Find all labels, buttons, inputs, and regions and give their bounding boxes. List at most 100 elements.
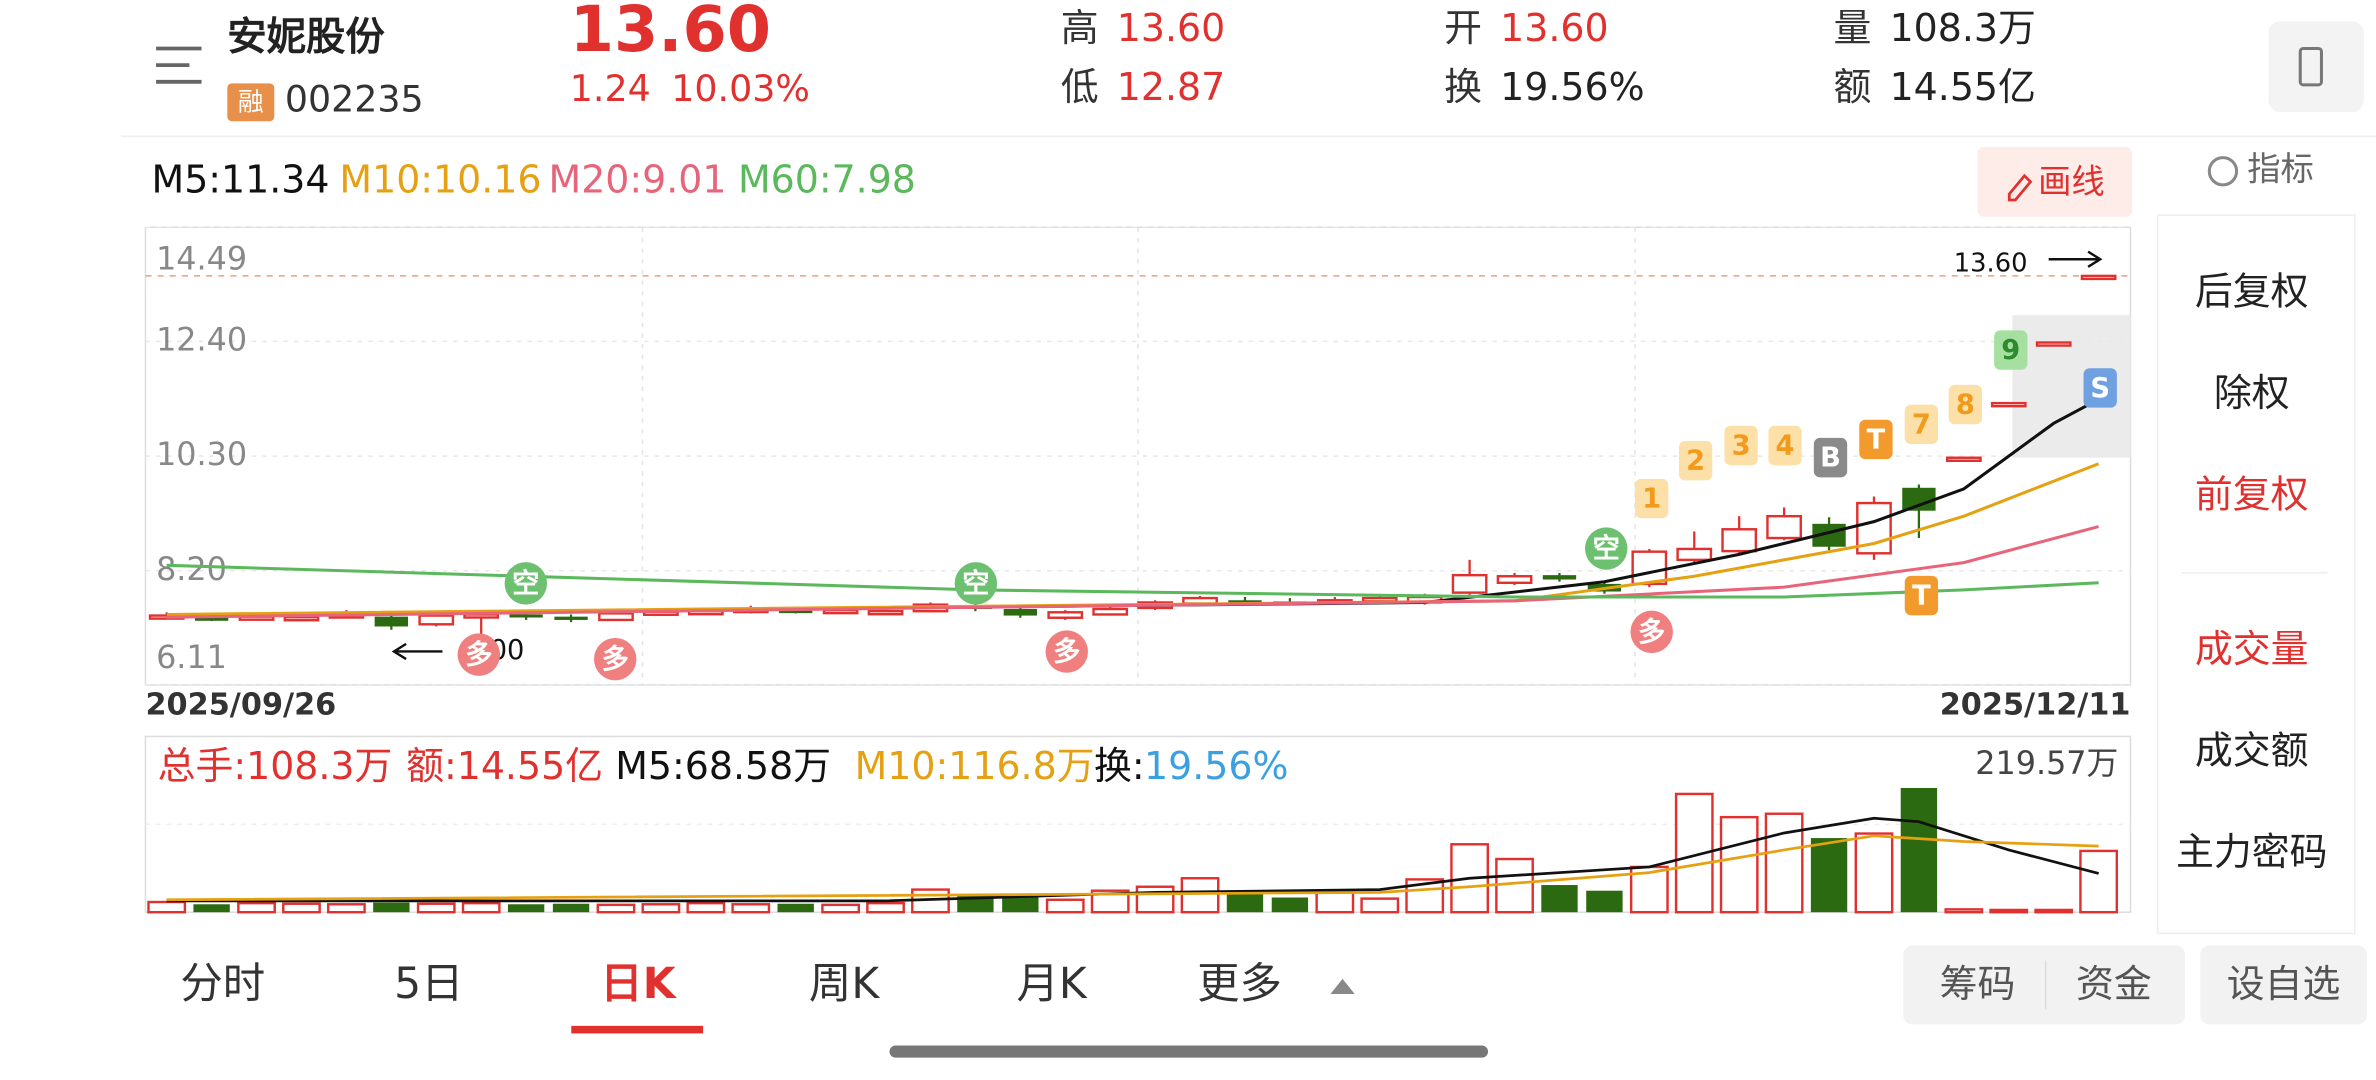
candle-body xyxy=(1092,607,1129,616)
volume-bar xyxy=(1090,889,1130,914)
volume-bar xyxy=(731,903,771,914)
stock-code: 002235 xyxy=(285,78,424,121)
volume-bar xyxy=(596,903,636,914)
volume-bar xyxy=(1810,838,1848,913)
side-menu-item[interactable]: 后复权 xyxy=(2195,269,2309,313)
phone-button[interactable] xyxy=(2268,21,2364,113)
side-menu-item[interactable]: 除权 xyxy=(2214,371,2290,415)
signal-label: 多 xyxy=(602,644,629,675)
side-menu-item[interactable]: 前复权 xyxy=(2195,473,2309,517)
signal-label: S xyxy=(2090,373,2110,404)
volume-bar xyxy=(193,904,230,913)
tab[interactable]: 更多 xyxy=(1197,960,1282,1009)
tab[interactable]: 5日 xyxy=(394,960,463,1009)
watchlist-button[interactable] xyxy=(2200,945,2367,1025)
candle-body xyxy=(1003,609,1038,616)
candle-body xyxy=(1766,514,1802,540)
volume-bar xyxy=(2034,908,2074,914)
signal-label: 2 xyxy=(1686,446,1705,477)
badge-text: 融 xyxy=(238,88,264,118)
more-arrow xyxy=(1330,978,1355,995)
ma-line xyxy=(166,563,2099,599)
stat-label: 换 xyxy=(1444,65,1482,109)
side-menu-item[interactable]: 成交量 xyxy=(2195,627,2309,671)
y-tick-label: 14.49 xyxy=(156,240,247,278)
volume-legend: 总手:108.3万 xyxy=(158,744,393,788)
y-tick-label: 10.30 xyxy=(156,435,247,473)
candle-body xyxy=(1496,575,1533,585)
volume-bar xyxy=(1180,877,1220,914)
ma-line xyxy=(166,834,2099,902)
signal-badge xyxy=(1585,527,1628,570)
signal-label: 空 xyxy=(962,567,989,599)
volume-bar xyxy=(1764,812,1804,914)
volume-bar xyxy=(461,901,501,914)
signal-badge xyxy=(1904,404,1939,444)
candle-body xyxy=(867,609,904,616)
signal-badge xyxy=(594,637,637,681)
candle-body xyxy=(509,614,543,618)
signal-badge xyxy=(1630,610,1673,654)
signal-badge xyxy=(1768,425,1802,466)
indicator-label[interactable]: 指标 xyxy=(2247,150,2314,189)
candle-body xyxy=(418,614,455,626)
volume-bar xyxy=(1360,897,1400,914)
volume-bar xyxy=(373,902,410,913)
volume-bar xyxy=(1900,787,1938,913)
signal-badge xyxy=(1948,384,1983,425)
candle-body xyxy=(779,610,813,614)
draw-label[interactable]: 画线 xyxy=(2038,162,2105,201)
candle-body xyxy=(1990,401,2027,408)
candle-body xyxy=(598,612,634,622)
side-panel xyxy=(2157,214,2356,935)
tab[interactable]: 分时 xyxy=(180,960,265,1009)
tab[interactable]: 周K xyxy=(809,960,880,1009)
volume-bar xyxy=(416,902,456,914)
volume-bar xyxy=(866,901,905,914)
ma-legend: M10:10.16 xyxy=(339,157,541,201)
candle-body xyxy=(554,616,588,620)
ma-legend: M5:11.34 xyxy=(152,157,330,201)
menu-icon[interactable] xyxy=(156,46,202,84)
side-menu-item[interactable]: 成交额 xyxy=(2195,729,2309,773)
signal-badge xyxy=(457,633,501,676)
change-pct: 10.03% xyxy=(671,67,810,110)
action-button[interactable]: 筹码 xyxy=(1940,962,2016,1006)
change: 1.24 xyxy=(570,67,651,110)
pencil-icon xyxy=(2007,173,2033,202)
ma-legend: M20:9.01 xyxy=(549,157,727,201)
signal-label: 多 xyxy=(1053,637,1080,668)
stat-value: 19.56% xyxy=(1500,65,1644,109)
volume-bar xyxy=(282,902,321,914)
volume-bar xyxy=(1944,908,1984,914)
x-label: 2025/12/11 xyxy=(1940,688,2131,723)
volume-bar xyxy=(1002,896,1039,913)
signal-label: 多 xyxy=(1638,617,1665,648)
volume-bar xyxy=(2079,849,2119,914)
volume-tick-label: 219.57万 xyxy=(1975,744,2118,782)
arrow xyxy=(391,642,443,661)
stock-name: 安妮股份 xyxy=(227,14,385,60)
signal-badge xyxy=(1994,330,2028,370)
signal-label: T xyxy=(1912,581,1931,612)
action-group xyxy=(1903,945,2186,1025)
y-tick-label: 8.20 xyxy=(156,550,227,588)
stat-value: 13.60 xyxy=(1500,6,1608,50)
volume-bar xyxy=(327,903,366,914)
action-button[interactable]: 资金 xyxy=(2076,962,2152,1006)
candle-body xyxy=(1228,600,1262,604)
signal-badge xyxy=(1904,575,1939,616)
volume-bar xyxy=(1135,885,1175,914)
tab[interactable]: 日K xyxy=(600,960,677,1009)
signal-label: 1 xyxy=(1642,484,1661,515)
side-menu-item[interactable]: 主力密码 xyxy=(2176,830,2328,874)
y-tick-label: 6.11 xyxy=(156,638,227,676)
signal-badge xyxy=(2083,368,2117,408)
signal-badge xyxy=(1813,437,1848,478)
volume-bar xyxy=(1854,832,1894,914)
candle-body xyxy=(2035,341,2072,347)
action-button[interactable]: 设自选 xyxy=(2227,962,2341,1006)
volume-bar xyxy=(1045,898,1085,914)
volume-legend: 额:14.55亿 xyxy=(406,744,603,788)
tab[interactable]: 月K xyxy=(1017,960,1088,1009)
